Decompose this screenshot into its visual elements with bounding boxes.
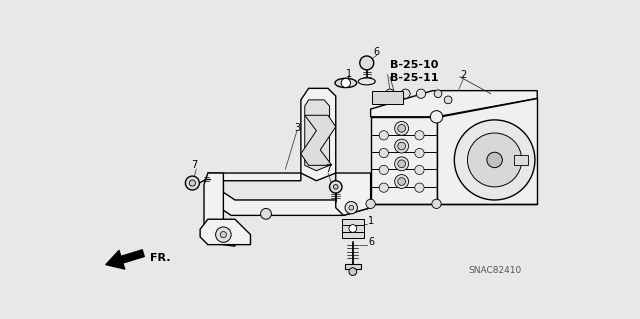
Polygon shape (208, 173, 371, 215)
Circle shape (395, 174, 408, 189)
Bar (342, 219, 364, 226)
Circle shape (216, 227, 231, 242)
Circle shape (415, 148, 424, 158)
Text: FR.: FR. (150, 253, 170, 263)
Polygon shape (204, 173, 235, 246)
Circle shape (415, 165, 424, 174)
Text: B-25-10
B-25-11: B-25-10 B-25-11 (390, 60, 438, 83)
Bar (342, 226, 364, 232)
Circle shape (341, 78, 351, 87)
Circle shape (379, 148, 388, 158)
Circle shape (349, 225, 356, 232)
Circle shape (444, 96, 452, 104)
Circle shape (415, 131, 424, 140)
Circle shape (397, 142, 406, 150)
Text: 6: 6 (368, 237, 374, 247)
Circle shape (186, 176, 199, 190)
Circle shape (379, 165, 388, 174)
Circle shape (415, 183, 424, 192)
Bar (514, 155, 528, 165)
Circle shape (360, 56, 374, 70)
Bar (342, 232, 364, 238)
Bar (345, 264, 360, 269)
FancyArrowPatch shape (106, 250, 144, 269)
Circle shape (345, 202, 358, 214)
Circle shape (379, 183, 388, 192)
Circle shape (397, 160, 406, 168)
Circle shape (330, 181, 342, 193)
Polygon shape (336, 173, 371, 215)
Text: 7: 7 (325, 164, 331, 174)
Circle shape (366, 199, 375, 208)
Circle shape (189, 180, 195, 186)
Circle shape (395, 139, 408, 153)
Circle shape (220, 232, 227, 238)
Polygon shape (371, 91, 537, 117)
Circle shape (260, 208, 271, 219)
Text: SNAC82410: SNAC82410 (468, 266, 522, 275)
Text: 6: 6 (374, 47, 380, 57)
Text: 2: 2 (461, 70, 467, 80)
Circle shape (349, 268, 356, 275)
Circle shape (430, 111, 443, 123)
Bar (372, 91, 403, 105)
Circle shape (379, 131, 388, 140)
Polygon shape (436, 98, 537, 204)
Circle shape (395, 157, 408, 171)
Polygon shape (301, 115, 336, 165)
Text: 7: 7 (191, 160, 198, 170)
Circle shape (395, 122, 408, 135)
Circle shape (349, 205, 353, 210)
Polygon shape (305, 100, 330, 171)
Circle shape (454, 120, 535, 200)
Circle shape (397, 178, 406, 185)
Circle shape (487, 152, 502, 168)
Polygon shape (301, 88, 336, 181)
Polygon shape (200, 219, 250, 245)
Text: 3: 3 (294, 123, 300, 133)
Ellipse shape (335, 78, 356, 87)
Text: 1: 1 (346, 69, 352, 79)
Circle shape (397, 124, 406, 132)
Circle shape (401, 89, 410, 98)
Circle shape (417, 89, 426, 98)
Circle shape (434, 90, 442, 98)
Ellipse shape (358, 78, 375, 85)
Polygon shape (371, 117, 436, 204)
Text: 1: 1 (368, 216, 374, 226)
Circle shape (467, 133, 522, 187)
Circle shape (333, 185, 338, 189)
Circle shape (432, 199, 441, 208)
Circle shape (385, 89, 395, 98)
